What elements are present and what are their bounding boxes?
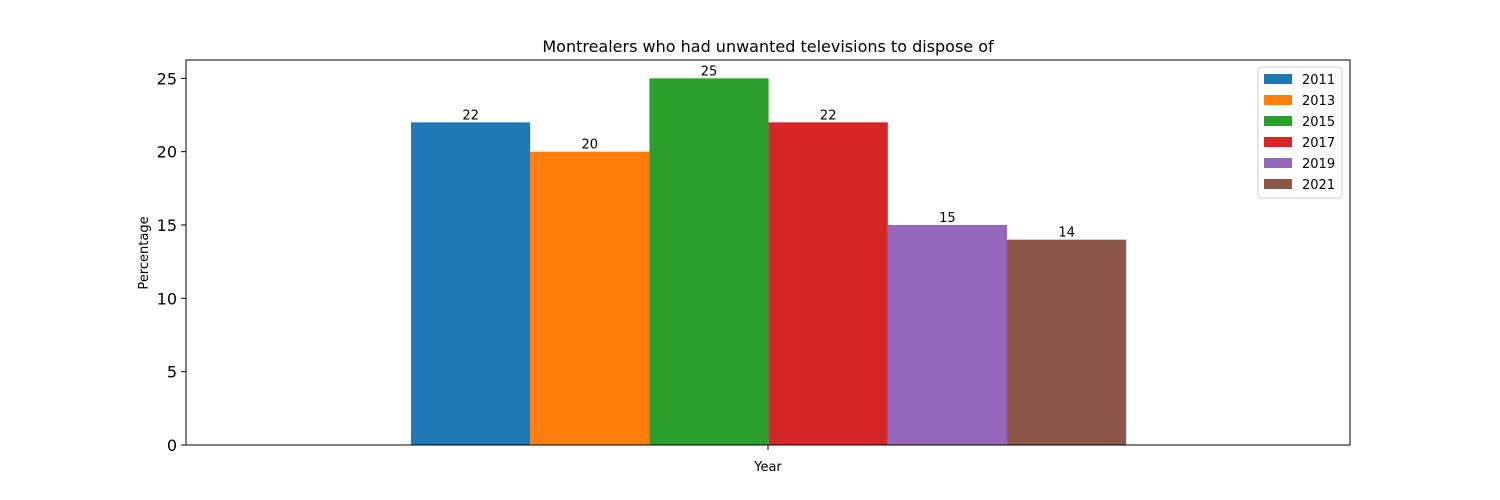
legend-swatch-2017 xyxy=(1264,137,1292,147)
x-axis-label: Year xyxy=(753,460,782,475)
bar-value-label-2017: 22 xyxy=(820,108,837,123)
legend-swatch-2011 xyxy=(1264,74,1292,84)
y-axis-label: Percentage xyxy=(137,216,152,289)
y-axis-tick-label: 25 xyxy=(157,69,177,88)
y-axis-tick-label: 15 xyxy=(157,216,177,235)
legend-label-2021: 2021 xyxy=(1302,178,1335,193)
y-axis-tick-label: 5 xyxy=(167,363,177,382)
bar-value-label-2011: 22 xyxy=(462,108,479,123)
bars-layer xyxy=(411,78,1127,446)
legend-label-2017: 2017 xyxy=(1302,136,1335,151)
legend-label-2013: 2013 xyxy=(1302,94,1335,109)
bar-2015 xyxy=(649,78,769,445)
y-axis-tick-label: 20 xyxy=(157,143,177,162)
bar-2017 xyxy=(768,122,888,445)
bar-value-label-2021: 14 xyxy=(1058,226,1075,241)
legend-swatch-2015 xyxy=(1264,116,1292,126)
bar-2019 xyxy=(887,225,1007,445)
legend-swatch-2021 xyxy=(1264,179,1292,189)
bar-value-label-2015: 25 xyxy=(701,64,718,79)
bar-2011 xyxy=(411,122,531,445)
bar-value-label-2019: 15 xyxy=(939,211,956,226)
y-axis-tick-label: 10 xyxy=(157,289,177,308)
y-axis: 0 5 10 15 20 25 xyxy=(157,69,186,455)
legend-swatch-2019 xyxy=(1264,158,1292,168)
bar-2021 xyxy=(1007,239,1127,445)
legend-swatch-2013 xyxy=(1264,95,1292,105)
y-axis-tick-label: 0 xyxy=(167,436,177,455)
legend-label-2011: 2011 xyxy=(1302,73,1335,88)
bar-value-label-2013: 20 xyxy=(582,138,599,153)
chart-title: Montrealers who had unwanted televisions… xyxy=(542,37,994,56)
legend-label-2015: 2015 xyxy=(1302,115,1335,130)
legend: 2011 2013 2015 2017 2019 2021 xyxy=(1257,66,1343,199)
legend-label-2019: 2019 xyxy=(1302,157,1335,172)
bar-labels-layer: 22 20 25 22 15 14 xyxy=(462,64,1075,240)
bar-2013 xyxy=(530,151,650,446)
